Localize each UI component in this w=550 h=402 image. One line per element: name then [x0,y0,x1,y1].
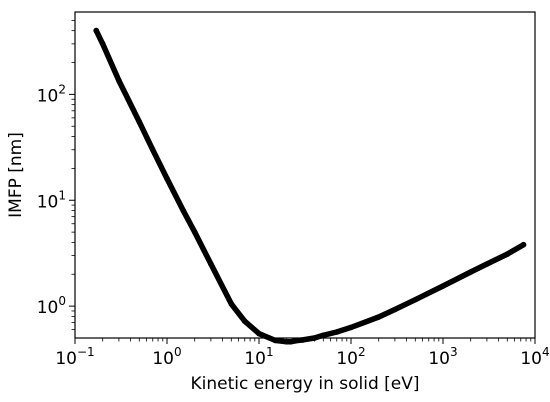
data-point [241,318,248,325]
data-point [520,241,527,248]
data-point [292,338,299,344]
x-axis-label: Kinetic energy in solid [eV] [190,374,419,394]
data-point [287,339,294,345]
x-tick-label: 10−1 [55,345,94,369]
data-point [504,251,511,257]
data-point [191,229,198,235]
y-axis: 100 101 102 [37,19,75,331]
data-point [208,261,214,267]
series-layer [93,27,527,345]
data-point [136,119,143,125]
plot-frame [74,11,536,339]
data-point [311,335,318,341]
y-tick-label: 102 [37,82,66,106]
data-point [333,329,340,335]
data-point [149,146,156,153]
data-point [467,269,474,275]
data-point [412,296,419,303]
data-point [375,314,382,320]
data-point [272,337,279,344]
data-point [392,306,398,313]
data-point [300,337,306,343]
data-point [99,41,106,47]
imfp-curve [93,27,527,345]
data-point [116,77,122,84]
x-tick-label: 102 [336,345,365,369]
data-point [93,27,99,34]
data-point [228,301,235,307]
data-point [348,324,354,331]
y-tick-label: 100 [37,294,66,318]
data-point [484,261,490,267]
x-tick-label: 101 [244,345,273,369]
y-tick-label: 101 [37,188,66,212]
data-point [320,332,327,339]
x-tick-label: 100 [152,345,181,369]
data-point [256,330,262,337]
data-point [440,283,446,289]
x-tick-label: 103 [428,345,457,369]
y-axis-label: IMFP [nm] [6,132,26,218]
x-tick-label: 104 [520,345,549,369]
x-axis: 10−1 100 101 102 103 104 [55,338,550,369]
data-point [180,207,186,214]
data-point [164,175,170,182]
